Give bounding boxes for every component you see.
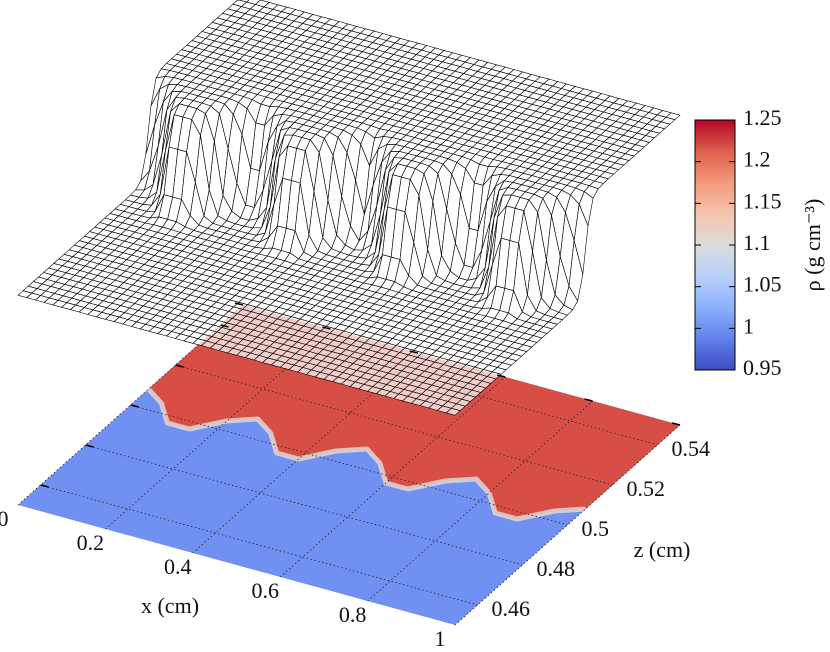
x-tick-mark <box>322 326 331 330</box>
z-tick-mark <box>220 324 229 328</box>
x-axis-label: x (cm) <box>141 593 199 618</box>
x-tick-mark <box>584 398 593 402</box>
axes: 0 0.2 0.4 0.6 0.8 1 0.460.480.5 0.520.54 0.95 1 1.… <box>0 105 782 651</box>
colorbar-tick-label: 1.25 <box>743 105 782 130</box>
x-tick-mark <box>497 374 506 378</box>
colorbar-tick-label: 1.05 <box>743 272 782 297</box>
x-tick-mark <box>234 302 244 306</box>
z-tick-label: 0.5 <box>582 516 610 541</box>
z-tick-mark <box>175 364 184 368</box>
interface-line <box>146 387 586 522</box>
surface-mesh <box>17 0 681 416</box>
x-tick-label: 1 <box>435 626 446 651</box>
colorbar-tick-label: 0.95 <box>743 355 782 380</box>
z-tick-mark <box>40 484 49 488</box>
z-tick-label: 0.48 <box>537 556 576 581</box>
z-tick-label: 0.54 <box>672 436 711 461</box>
colorbar-tick-label: 1.2 <box>743 147 771 172</box>
x-tick-label: 0.2 <box>77 530 105 555</box>
z-tick-label: 0.46 <box>492 596 531 621</box>
x-tick-label: 0.8 <box>339 602 367 627</box>
z-tick-mark <box>130 404 139 408</box>
colorbar-tick-label: 1.15 <box>743 188 782 213</box>
z-tick-mark <box>85 444 94 448</box>
x-tick-label: 0.6 <box>251 578 279 603</box>
x-tick-mark <box>409 350 418 354</box>
x-tick-label: 0 <box>0 506 9 531</box>
z-tick-label: 0.52 <box>627 476 666 501</box>
colorbar-tick-label: 1.1 <box>743 230 771 255</box>
x-tick-mark <box>671 422 681 426</box>
x-tick-label: 0.4 <box>164 554 192 579</box>
colorbar <box>694 119 736 371</box>
z-axis-label: z (cm) <box>634 537 691 562</box>
colorbar-tick-label: 1 <box>743 313 754 338</box>
colorbar-label: ρ (g cm⁻³) <box>800 199 825 292</box>
